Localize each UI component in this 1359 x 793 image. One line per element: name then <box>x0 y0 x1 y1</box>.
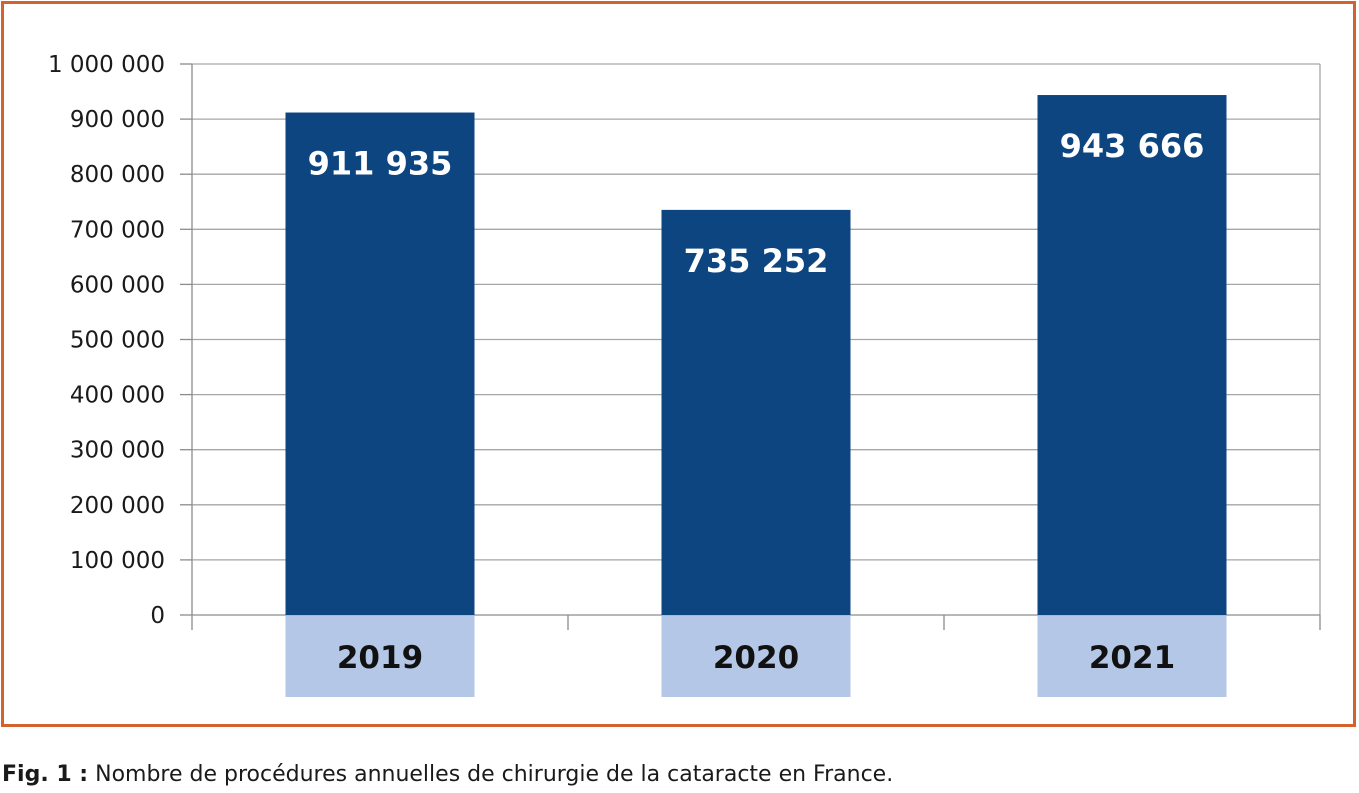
category-label-2021: 2021 <box>1089 640 1175 676</box>
data-label-2020: 735 252 <box>684 242 829 280</box>
y-tick-labels: 0 100 000 200 000 300 000 400 000 500 000 600 … <box>48 52 165 629</box>
y-tick-label: 1 000 000 <box>48 52 165 78</box>
data-label-2019: 911 935 <box>308 145 453 183</box>
bars: 911 935 735 252 943 666 <box>285 95 1227 616</box>
y-tick-label: 600 000 <box>70 272 165 298</box>
bar-chart: 0 100 000 200 000 300 000 400 000 500 000 600 … <box>48 52 1321 697</box>
bar-2020 <box>661 209 851 615</box>
category-box-2019 <box>285 616 475 697</box>
category-labels: 2019 2020 2021 <box>285 616 1227 697</box>
y-tick-label: 500 000 <box>70 328 165 354</box>
data-label-2021: 943 666 <box>1060 127 1205 165</box>
chart-frame: 0 100 000 200 000 300 000 400 000 500 000 600 … <box>1 1 1356 727</box>
figure-caption: Fig. 1 : Nombre de procédures annuelles … <box>2 762 893 787</box>
category-box-2021 <box>1037 616 1227 697</box>
y-tick-label: 100 000 <box>70 548 165 574</box>
y-tick-label: 300 000 <box>70 438 165 464</box>
y-tick-label: 0 <box>150 603 165 629</box>
caption-text: Nombre de procédures annuelles de chirur… <box>95 762 894 787</box>
y-tick-label: 900 000 <box>70 107 165 133</box>
y-tick-label: 800 000 <box>70 162 165 188</box>
caption-label: Fig. 1 : <box>2 762 89 787</box>
y-tick-label: 200 000 <box>70 493 165 519</box>
bar-2021 <box>1037 95 1227 615</box>
category-label-2020: 2020 <box>713 640 799 676</box>
category-label-2019: 2019 <box>337 640 423 676</box>
y-tick-label: 400 000 <box>70 383 165 409</box>
category-box-2020 <box>661 616 851 697</box>
y-tick-label: 700 000 <box>70 217 165 243</box>
bar-2019 <box>285 112 475 616</box>
